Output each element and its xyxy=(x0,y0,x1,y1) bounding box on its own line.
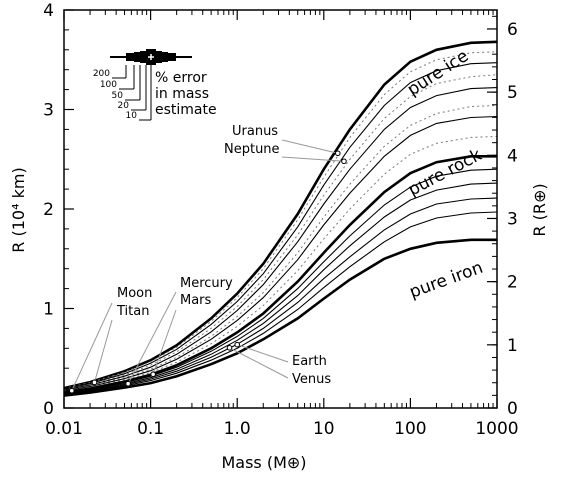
series-curve-10 xyxy=(63,182,498,395)
inset-caption-line: % error xyxy=(155,70,207,86)
y-tick-label: 3 xyxy=(43,101,54,121)
x-tick-label: 10 xyxy=(313,419,335,439)
venus-leader-line xyxy=(229,347,289,379)
titan-leader-line xyxy=(94,319,113,383)
moon-label: Moon xyxy=(117,286,152,301)
y-right-tick-label: 6 xyxy=(507,20,518,40)
moon-leader-line xyxy=(71,302,113,391)
series-curve-7 xyxy=(63,135,498,393)
series-curve-9 xyxy=(63,168,498,394)
x-tick-label: 100 xyxy=(394,419,426,439)
earth-label: Earth xyxy=(292,354,327,369)
y-right-tick-label: 5 xyxy=(507,83,518,103)
mars-marker xyxy=(150,371,156,378)
mercury-marker xyxy=(125,380,131,387)
series-label-pure-rock: pure rock xyxy=(405,145,485,200)
y-right-tick-label: 2 xyxy=(507,273,518,293)
y-tick-label: 2 xyxy=(43,200,54,220)
series-curve-11 xyxy=(63,197,498,395)
y-right-tick-label: 0 xyxy=(507,399,518,419)
series-curve-5 xyxy=(63,105,498,392)
curves-layer xyxy=(63,40,498,397)
y-axis-label: R (10⁴ km) xyxy=(9,167,28,252)
venus-label: Venus xyxy=(292,372,331,387)
y-tick-label: 1 xyxy=(43,300,54,320)
neptune-marker xyxy=(341,158,347,165)
y-axis-label-right: R (R⊕) xyxy=(530,183,549,236)
inset-level-label: 50 xyxy=(112,91,124,101)
series-pure-iron xyxy=(63,238,497,397)
x-tick-label: 1000 xyxy=(475,419,518,439)
uranus-marker xyxy=(334,150,341,157)
series-curve-12 xyxy=(63,211,498,396)
series-pure-ice xyxy=(63,40,498,390)
uranus-label: Uranus xyxy=(232,124,278,139)
mars-leader-line xyxy=(152,309,177,375)
moon-marker xyxy=(68,387,75,394)
series-curve-3 xyxy=(63,74,498,391)
x-tick-label: 0.1 xyxy=(137,419,164,439)
series-label-pure-iron: pure iron xyxy=(407,258,486,303)
inset-caption-line: estimate xyxy=(155,102,217,118)
y-right-tick-label: 4 xyxy=(507,146,518,166)
titan-label: Titan xyxy=(116,304,149,319)
series-curve-2 xyxy=(63,62,498,390)
x-tick-label: 0.01 xyxy=(45,419,83,439)
x-axis-label: Mass (M⊕) xyxy=(221,453,306,472)
earth-marker xyxy=(234,341,240,348)
inset-level-label: 200 xyxy=(93,69,110,79)
inset-caption-line: in mass xyxy=(155,86,209,102)
inset-level-label: 100 xyxy=(100,80,117,90)
y-tick-label: 4 xyxy=(43,1,54,21)
neptune-leader-line xyxy=(281,156,345,162)
series-label-pure-ice: pure ice xyxy=(404,46,472,100)
earth-leader-line xyxy=(237,344,289,363)
y-tick-label: 0 xyxy=(43,399,54,419)
mars-label: Mars xyxy=(180,293,212,308)
mercury-label: Mercury xyxy=(180,276,233,291)
x-tick-label: 1.0 xyxy=(224,419,251,439)
series-curve-4 xyxy=(63,87,498,391)
series-curve-1 xyxy=(63,51,498,390)
uranus-leader-line xyxy=(281,139,338,154)
series-pure-rock xyxy=(63,155,497,394)
y-right-tick-label: 1 xyxy=(507,336,518,356)
bodies-layer: Moon Titan Mercury Mars Venus Earth Uranus Nept… xyxy=(68,124,347,394)
inset-level-label: 10 xyxy=(126,111,138,121)
inset-level-label: 20 xyxy=(118,101,130,111)
venus-marker xyxy=(226,345,233,351)
y-right-tick-label: 3 xyxy=(507,209,518,229)
neptune-label: Neptune xyxy=(224,142,280,157)
titan-marker xyxy=(91,379,98,386)
series-curve-6 xyxy=(63,115,498,392)
mercury-leader-line xyxy=(127,291,177,384)
